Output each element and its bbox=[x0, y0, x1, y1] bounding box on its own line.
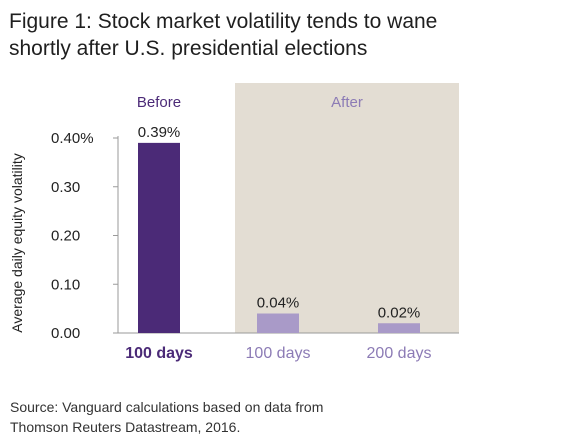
y-tick-label: 0.10 bbox=[51, 276, 80, 293]
group-label-after: After bbox=[331, 94, 363, 111]
source-line-1: Source: Vanguard calculations based on d… bbox=[10, 399, 324, 415]
after-period-band bbox=[235, 83, 459, 333]
x-tick-label: 200 days bbox=[367, 345, 432, 362]
source-line-2: Thomson Reuters Datastream, 2016. bbox=[10, 419, 241, 435]
x-tick-label: 100 days bbox=[125, 345, 193, 362]
bar-after-100-days bbox=[257, 313, 299, 333]
data-label: 0.02% bbox=[378, 304, 421, 321]
data-label: 0.04% bbox=[257, 295, 300, 312]
figure-title-line-1: Figure 1: Stock market volatility tends … bbox=[9, 10, 438, 33]
y-tick-label: 0.20 bbox=[51, 228, 80, 245]
group-label-before: Before bbox=[137, 94, 181, 111]
bar-before-100-days bbox=[138, 142, 180, 333]
y-tick-label: 0.00 bbox=[51, 325, 80, 342]
x-tick-label: 100 days bbox=[246, 345, 311, 362]
data-label: 0.39% bbox=[138, 124, 181, 141]
y-axis-label: Average daily equity volatility bbox=[9, 153, 25, 333]
source-note: Source: Vanguard calculations based on d… bbox=[10, 397, 570, 437]
bar-after-200-days bbox=[378, 323, 420, 333]
figure-title: Figure 1: Stock market volatility tends … bbox=[9, 8, 569, 62]
y-tick-label: 0.30 bbox=[51, 179, 80, 196]
y-tick-label: 0.40% bbox=[51, 130, 94, 147]
volatility-bar-chart: Before After Average daily equity volatil… bbox=[9, 83, 459, 362]
figure-title-line-2: shortly after U.S. presidential election… bbox=[9, 37, 368, 60]
